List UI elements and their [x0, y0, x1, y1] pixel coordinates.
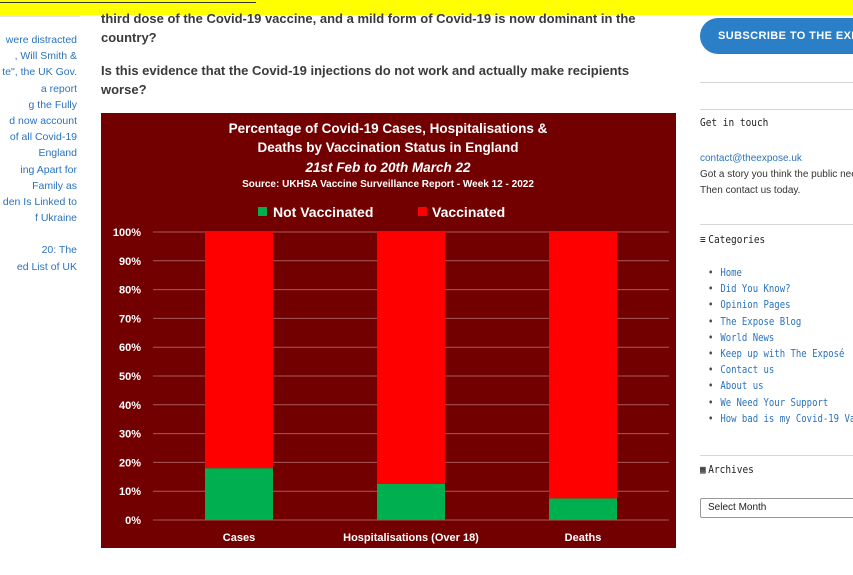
archives-title-label: Archives	[708, 463, 754, 476]
recent-post-text[interactable]: a report	[40, 82, 77, 95]
article-paragraph: third dose of the Covid-19 vaccine, and …	[101, 9, 681, 47]
y-tick-label: 10%	[119, 486, 141, 498]
article-body: third dose of the Covid-19 vaccine, and …	[101, 11, 681, 99]
y-tick-label: 0%	[125, 515, 141, 527]
recent-post-text[interactable]: 20: The	[41, 244, 77, 257]
y-tick-label: 40%	[119, 400, 141, 412]
legend-swatch-vaccinated	[418, 207, 427, 216]
archives-month-select[interactable]: Select Month	[700, 498, 853, 518]
category-link[interactable]: Did You Know?	[708, 282, 853, 298]
contact-text: Got a story you think the public need to…	[700, 169, 853, 180]
y-tick-label: 80%	[119, 285, 141, 297]
x-category-label: Deaths	[565, 532, 602, 544]
chart-title-line1: Percentage of Covid-19 Cases, Hospitalis…	[229, 121, 548, 136]
list-gap	[2, 226, 77, 242]
vaccination-status-chart: Percentage of Covid-19 Cases, Hospitalis…	[101, 113, 676, 548]
divider	[700, 109, 853, 110]
calendar-icon: ▦	[700, 463, 706, 476]
y-tick-label: 90%	[119, 256, 141, 268]
legend-label-not-vaccinated: Not Vaccinated	[273, 204, 373, 220]
chart-title-line2: Deaths by Vaccination Status in England	[257, 140, 518, 155]
categories-title: ≡ Categories	[700, 233, 765, 246]
bar-vaccinated	[205, 232, 273, 469]
recent-post-text[interactable]: d now account	[9, 115, 77, 128]
category-link[interactable]: Home	[708, 266, 853, 282]
contact-widget: contact@theexpose.uk Got a story you thi…	[700, 151, 853, 199]
recent-posts-list: were distracted , Will Smith & te", the …	[2, 32, 77, 275]
archives-title: ▦ Archives	[700, 463, 754, 476]
recent-post-text[interactable]: ed List of UK	[16, 260, 77, 273]
subscribe-button[interactable]: SUBSCRIBE TO THE EXPOSÉ	[700, 18, 853, 54]
x-category-label: Hospitalisations (Over 18)	[343, 532, 479, 544]
y-tick-label: 100%	[113, 227, 141, 239]
y-tick-label: 20%	[119, 457, 141, 469]
recent-post-text[interactable]: f Ukraine	[34, 212, 77, 225]
category-link[interactable]: We Need Your Support	[708, 396, 853, 412]
legend-label-vaccinated: Vaccinated	[432, 204, 505, 220]
recent-post-text[interactable]: England	[38, 147, 77, 160]
category-link[interactable]: Contact us	[708, 363, 853, 379]
chart-svg: Percentage of Covid-19 Cases, Hospitalis…	[113, 121, 669, 544]
article-paragraph: Is this evidence that the Covid-19 injec…	[101, 61, 681, 99]
category-link[interactable]: World News	[708, 331, 853, 347]
top-banner	[0, 0, 853, 15]
x-category-label: Cases	[223, 532, 255, 544]
category-link[interactable]: The Expose Blog	[708, 315, 853, 331]
contact-text: Then contact us today.	[700, 185, 801, 196]
paragraph-line: Is this evidence that the Covid-19 injec…	[101, 63, 630, 78]
recent-post-text[interactable]: te", the UK Gov.	[2, 66, 77, 79]
category-link[interactable]: About us	[708, 379, 853, 395]
category-link[interactable]: Opinion Pages	[708, 298, 853, 314]
banner-underline	[0, 2, 256, 3]
y-tick-label: 50%	[119, 371, 141, 383]
y-tick-label: 60%	[119, 342, 141, 354]
chart-subtitle: 21st Feb to 20th March 22	[304, 160, 471, 175]
paragraph-line: country?	[101, 30, 157, 45]
bar-not-vaccinated	[205, 468, 273, 520]
bar-not-vaccinated	[549, 498, 617, 520]
category-link[interactable]: How bad is my Covid-19 Vaccine Batch?	[708, 412, 853, 428]
left-sidebar-divider	[0, 15, 80, 17]
paragraph-line: worse?	[101, 82, 147, 97]
categories-list: Home Did You Know? Opinion Pages The Exp…	[708, 266, 853, 428]
get-in-touch-title: Get in touch	[700, 116, 769, 129]
right-sidebar: SUBSCRIBE TO THE EXPOSÉ Get in touch con…	[700, 15, 853, 575]
paragraph-line: third dose of the Covid-19 vaccine, and …	[101, 11, 636, 26]
recent-post-text[interactable]: Family as	[32, 179, 77, 192]
recent-post-text[interactable]: , Will Smith &	[14, 50, 77, 63]
chart-source: Source: UKHSA Vaccine Surveillance Repor…	[242, 179, 534, 190]
y-tick-label: 70%	[119, 313, 141, 325]
menu-icon: ≡	[700, 233, 706, 246]
recent-post-text[interactable]: den Is Linked to	[2, 196, 77, 209]
bar-vaccinated	[549, 232, 617, 499]
divider	[700, 82, 853, 83]
divider	[700, 224, 853, 225]
y-tick-label: 30%	[119, 429, 141, 441]
legend-swatch-not-vaccinated	[258, 207, 267, 216]
categories-title-label: Categories	[708, 233, 766, 246]
recent-post-text[interactable]: ing Apart for	[20, 163, 77, 176]
bar-vaccinated	[377, 232, 445, 484]
recent-post-text[interactable]: g the Fully	[28, 98, 77, 111]
bar-not-vaccinated	[377, 484, 445, 520]
contact-email-link[interactable]: contact@theexpose.uk	[700, 153, 802, 164]
recent-post-text[interactable]: of all Covid-19	[9, 131, 77, 144]
divider	[700, 455, 853, 456]
recent-post-text[interactable]: were distracted	[5, 34, 77, 46]
category-link[interactable]: Keep up with The Exposé	[708, 347, 853, 363]
left-sidebar: were distracted , Will Smith & te", the …	[0, 15, 80, 575]
